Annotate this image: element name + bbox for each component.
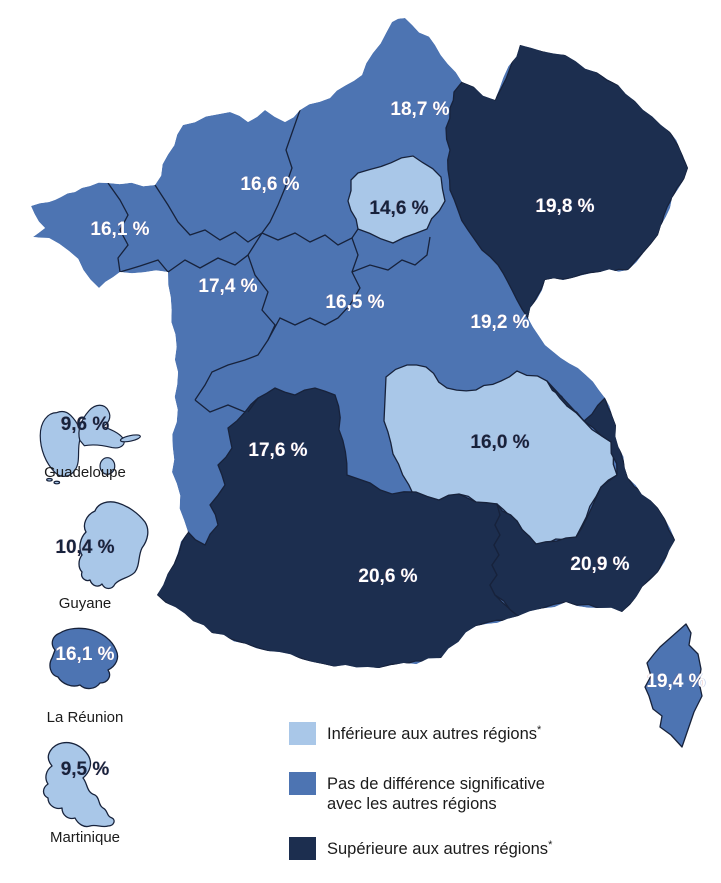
svg-text:Guyane: Guyane [59,595,112,612]
svg-text:16,1 %: 16,1 % [55,644,114,665]
svg-text:19,4 %: 19,4 % [646,671,705,692]
svg-text:19,2 %: 19,2 % [470,312,529,333]
svg-text:Guadeloupe: Guadeloupe [44,464,126,481]
svg-text:16,1 %: 16,1 % [90,219,149,240]
svg-text:18,7 %: 18,7 % [390,99,449,120]
svg-text:Inférieure aux autres régions*: Inférieure aux autres régions* [327,724,542,743]
svg-text:La Réunion: La Réunion [47,709,124,726]
svg-text:14,6 %: 14,6 % [369,198,428,219]
svg-text:16,6 %: 16,6 % [240,174,299,195]
svg-text:16,0 %: 16,0 % [470,432,529,453]
svg-text:9,5 %: 9,5 % [61,759,110,780]
svg-text:10,4 %: 10,4 % [55,537,114,558]
svg-text:20,6 %: 20,6 % [358,566,417,587]
svg-text:16,5 %: 16,5 % [325,292,384,313]
svg-text:20,9 %: 20,9 % [570,554,629,575]
svg-text:9,6 %: 9,6 % [61,414,110,435]
svg-text:Martinique: Martinique [50,829,120,846]
svg-text:19,8 %: 19,8 % [535,196,594,217]
svg-text:avec les autres régions: avec les autres régions [327,795,497,813]
svg-text:17,4 %: 17,4 % [198,276,257,297]
svg-text:Supérieure aux autres régions*: Supérieure aux autres régions* [327,839,553,858]
svg-text:17,6 %: 17,6 % [248,440,307,461]
svg-text:Pas de différence significativ: Pas de différence significative [327,775,545,793]
